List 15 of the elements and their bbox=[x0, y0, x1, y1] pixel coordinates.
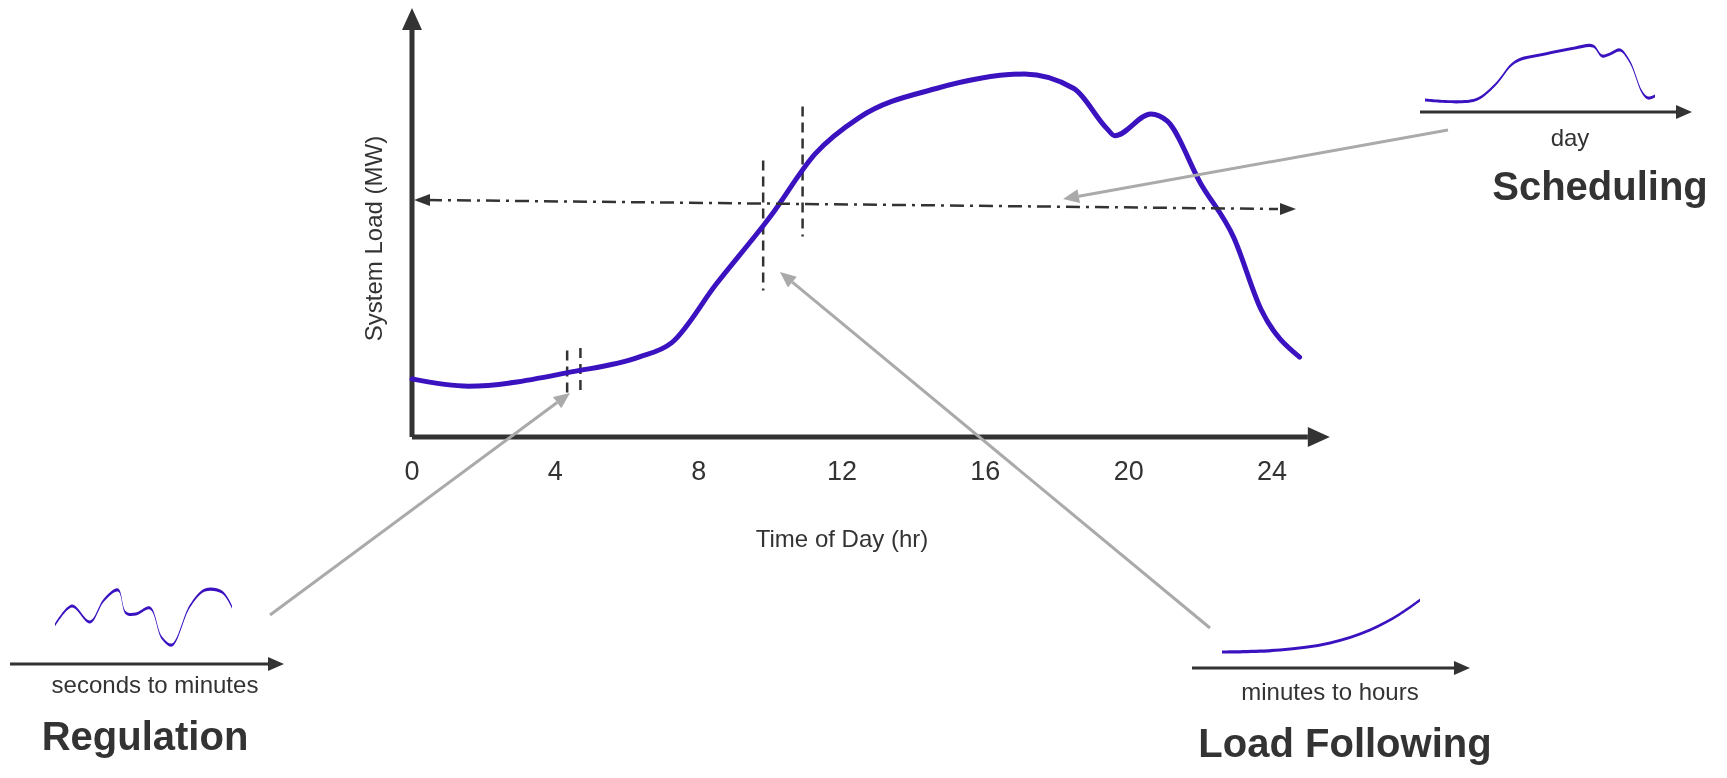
text: minutes to hours bbox=[1241, 678, 1419, 705]
text: Load Following bbox=[1198, 721, 1492, 765]
y-axis-title: System Load (MW) bbox=[360, 135, 387, 342]
text: Regulation bbox=[41, 714, 249, 758]
x-tick-label: 16 bbox=[970, 456, 1001, 486]
x-tick-label: 0 bbox=[404, 456, 420, 486]
text: seconds to minutes bbox=[51, 671, 259, 698]
x-tick-label: 20 bbox=[1113, 456, 1144, 486]
x-tick-label: 24 bbox=[1256, 456, 1288, 486]
text: Scheduling bbox=[1492, 164, 1708, 208]
x-tick-label: 8 bbox=[691, 456, 707, 486]
text: day bbox=[1550, 124, 1590, 151]
x-tick-label: 12 bbox=[826, 456, 858, 486]
x-tick-label: 4 bbox=[547, 456, 563, 486]
x-axis-title: Time of Day (hr) bbox=[755, 525, 929, 552]
